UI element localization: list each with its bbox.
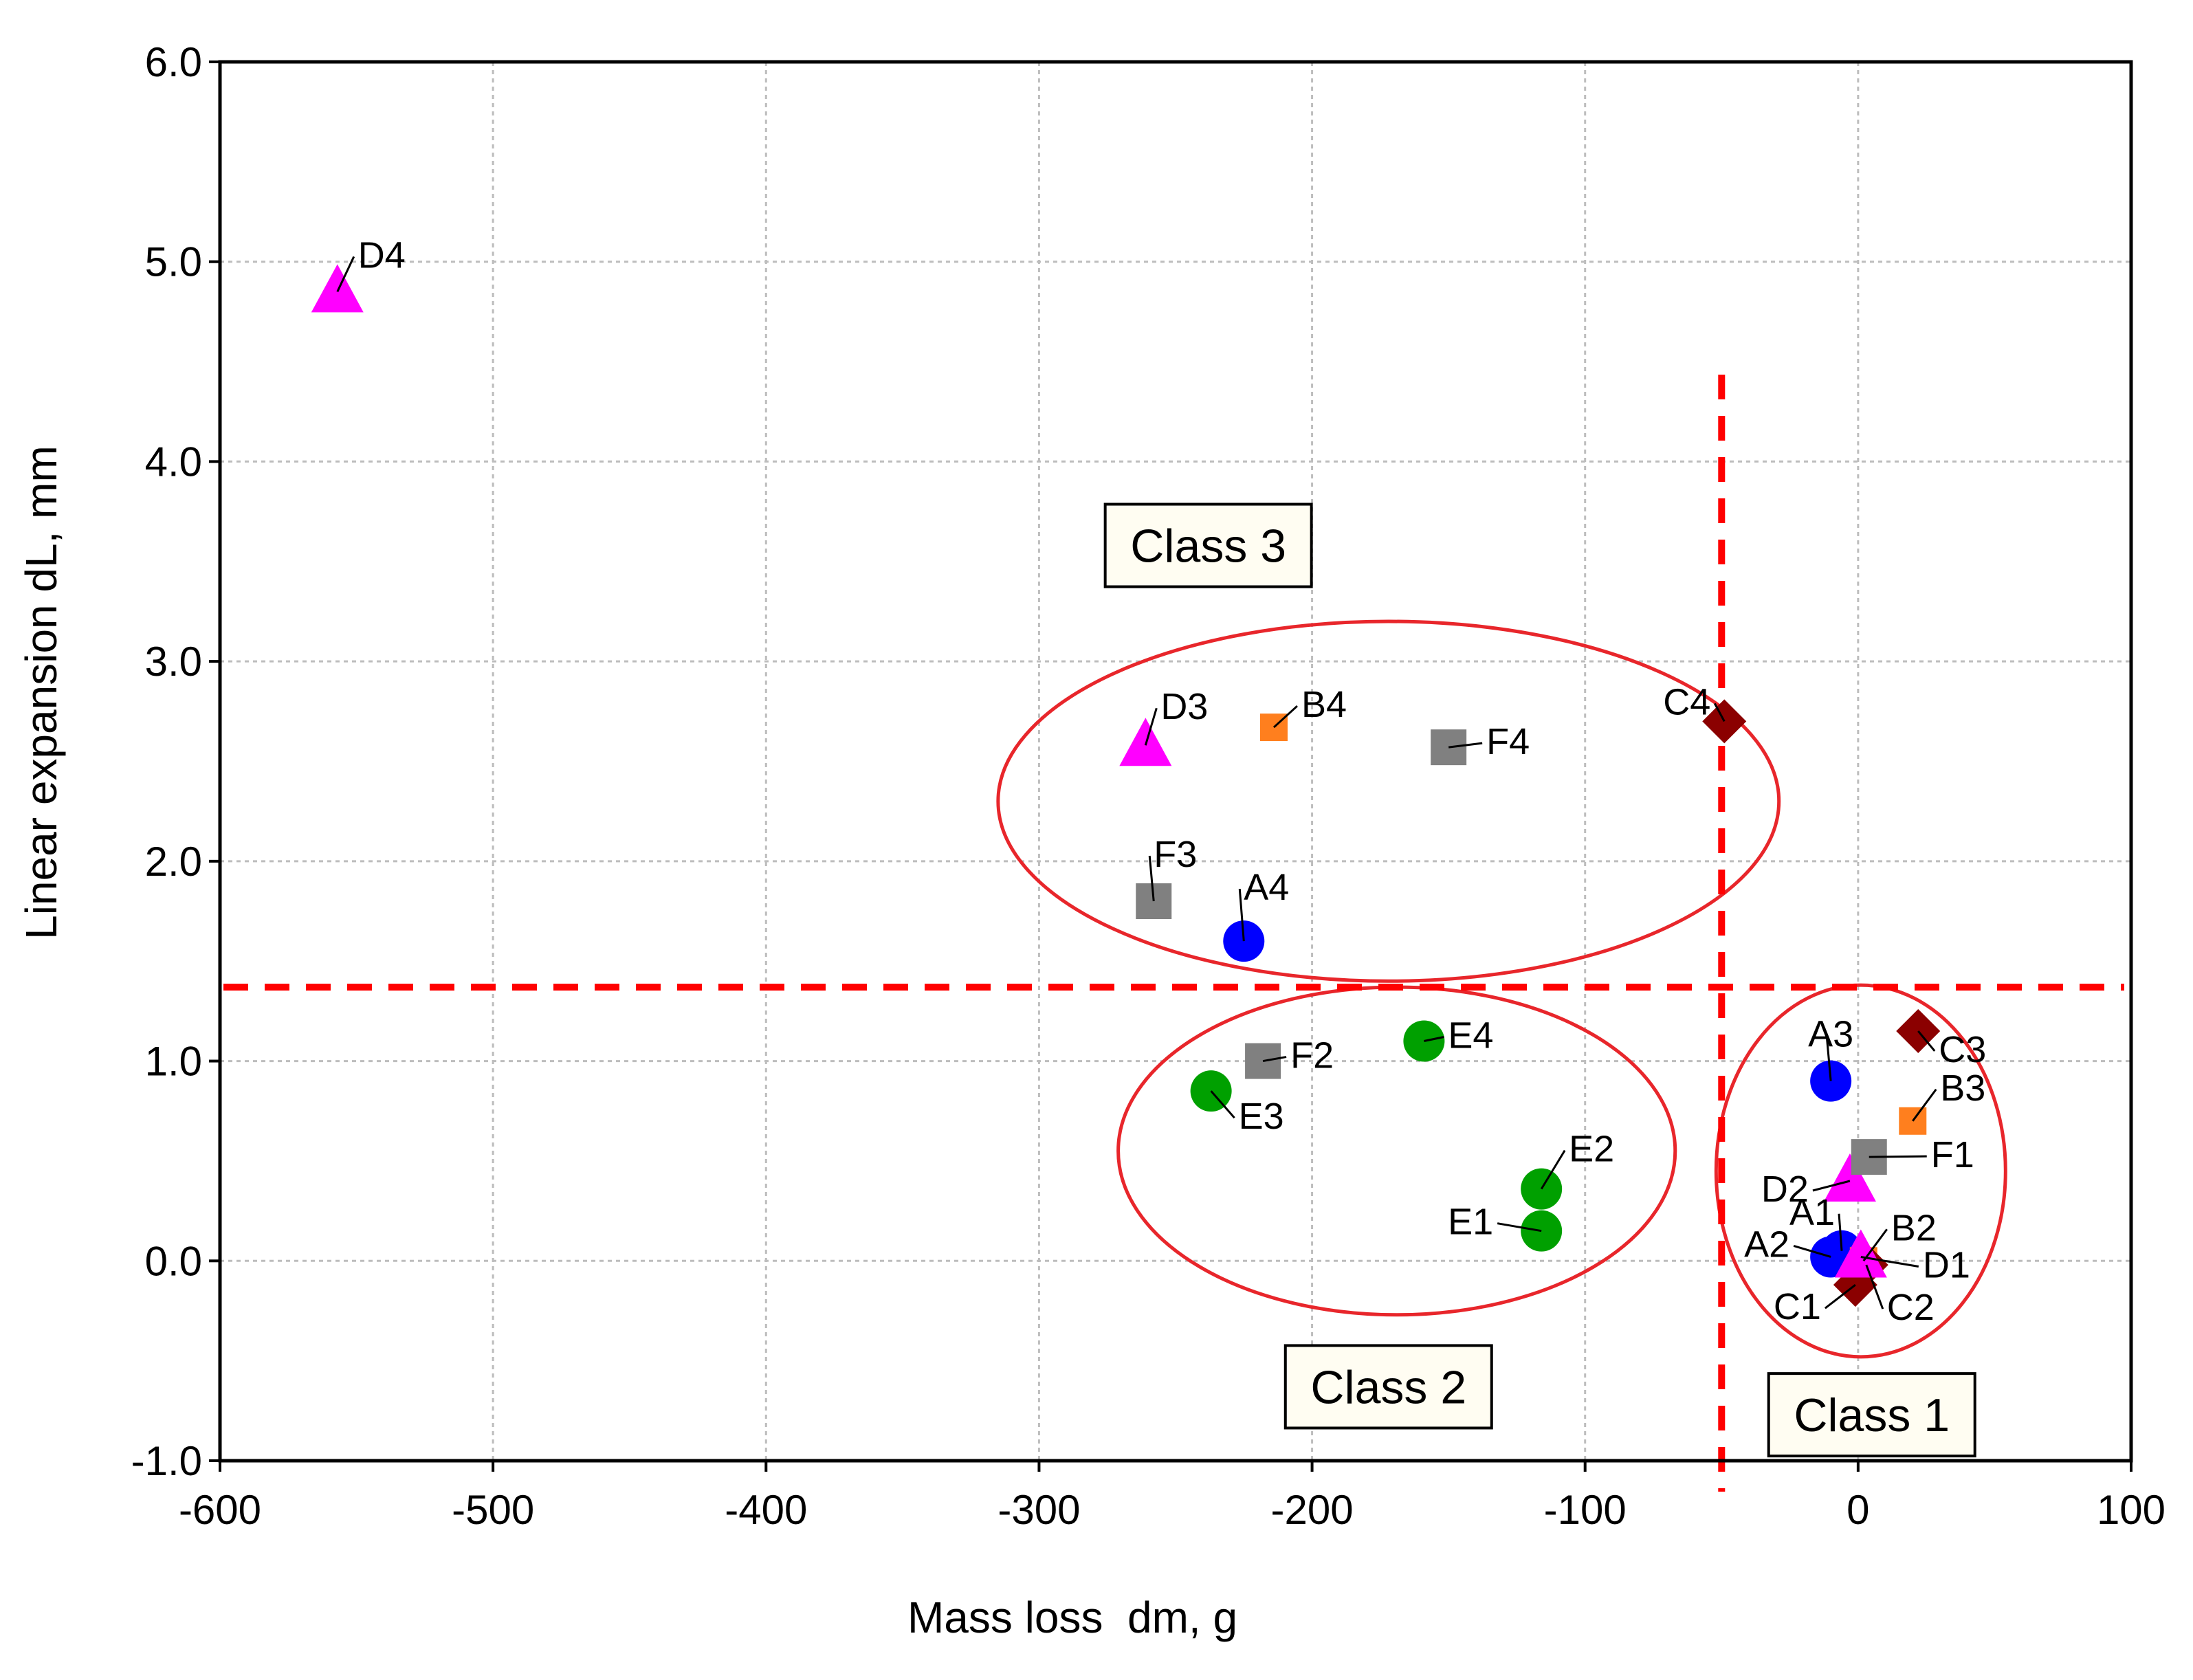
y-tick-label: 4.0 <box>145 439 202 485</box>
label-leader <box>1862 1228 1888 1262</box>
label-A1: A1 <box>1789 1192 1835 1233</box>
axis-ticks: -600 -500 -400 -300 -200 -100 0 100 -1.0 0.0 1.0 2.… <box>131 39 2166 1533</box>
label-F4: F4 <box>1486 721 1530 762</box>
grid <box>220 62 2131 1461</box>
label-leader <box>1238 889 1245 942</box>
label-D2: D2 <box>1761 1169 1809 1210</box>
label-F1: F1 <box>1931 1134 1974 1175</box>
x-tick-label: -300 <box>998 1487 1080 1533</box>
plot-frame <box>218 60 2133 1463</box>
reference-lines <box>223 375 2124 1492</box>
label-D1: D1 <box>1923 1244 1970 1285</box>
label-leader <box>336 256 355 292</box>
label-leader <box>1148 855 1155 902</box>
label-F2: F2 <box>1290 1035 1334 1076</box>
label-C4: C4 <box>1663 681 1710 722</box>
label-leader <box>1860 1255 1919 1268</box>
label-leader <box>1144 707 1158 746</box>
x-tick-label: -100 <box>1544 1487 1627 1533</box>
class-label: Class 2 <box>1310 1361 1466 1413</box>
class-annotations: Class 3 Class 2 Class 1 <box>1103 502 1976 1458</box>
y-tick-label: 1.0 <box>145 1039 202 1085</box>
x-tick-label: 100 <box>2097 1487 2166 1533</box>
y-tick-label: -1.0 <box>131 1438 202 1484</box>
label-leader <box>1497 1222 1542 1233</box>
label-leader <box>1824 1283 1856 1309</box>
class-ellipse <box>1714 983 2007 1359</box>
label-leader <box>1793 1245 1831 1258</box>
x-tick-label: -500 <box>452 1487 534 1533</box>
y-tick-label: 6.0 <box>145 39 202 85</box>
x-tick-label: -400 <box>725 1487 807 1533</box>
label-C3: C3 <box>1939 1029 1986 1070</box>
label-F3: F3 <box>1154 834 1197 875</box>
label-E3: E3 <box>1239 1096 1284 1137</box>
label-B4: B4 <box>1301 684 1347 725</box>
label-A4: A4 <box>1244 867 1289 908</box>
y-tick-label: 3.0 <box>145 639 202 685</box>
label-leader <box>1272 705 1298 729</box>
label-leader <box>1865 1264 1884 1309</box>
label-leader <box>1448 742 1483 749</box>
class-label: Class 3 <box>1130 520 1286 573</box>
label-leader <box>1262 1056 1287 1063</box>
label-E2: E2 <box>1569 1129 1614 1170</box>
label-E1: E1 <box>1448 1202 1493 1243</box>
label-leader <box>1825 1035 1832 1081</box>
y-tick-label: 5.0 <box>145 239 202 285</box>
x-tick-label: -600 <box>179 1487 261 1533</box>
label-leader <box>1838 1213 1843 1251</box>
label-leader <box>1812 1180 1851 1192</box>
label-leader <box>1713 703 1726 722</box>
point-D2 <box>1823 1153 1876 1202</box>
label-C2: C2 <box>1887 1287 1935 1328</box>
label-D3: D3 <box>1160 686 1208 727</box>
point-D4 <box>311 264 364 313</box>
y-axis-title: Linear expansion dL, mm <box>16 445 66 940</box>
class-label: Class 1 <box>1794 1389 1950 1441</box>
label-E4: E4 <box>1448 1015 1493 1057</box>
label-leader <box>1424 1036 1444 1042</box>
point-D1 <box>1834 1229 1887 1278</box>
label-leader <box>1912 1088 1937 1122</box>
class-box <box>1283 1344 1493 1430</box>
x-tick-label: -200 <box>1271 1487 1354 1533</box>
y-tick-label: 0.0 <box>145 1238 202 1284</box>
label-leader <box>1869 1155 1927 1158</box>
label-leader <box>1210 1090 1235 1119</box>
y-tick-label: 2.0 <box>145 839 202 885</box>
label-A2: A2 <box>1744 1224 1789 1265</box>
label-B3: B3 <box>1940 1068 1985 1109</box>
label-C1: C1 <box>1774 1286 1821 1327</box>
label-B2: B2 <box>1891 1207 1937 1248</box>
x-axis-title: Mass loss dm, g <box>907 1593 1237 1642</box>
label-leader <box>1540 1149 1566 1190</box>
label-leader <box>1917 1030 1936 1052</box>
label-D4: D4 <box>358 234 406 276</box>
class-ellipse <box>996 619 1781 983</box>
x-tick-label: 0 <box>1847 1487 1869 1533</box>
class-box <box>1767 1372 1976 1458</box>
label-A3: A3 <box>1808 1014 1853 1055</box>
class-box <box>1103 502 1313 588</box>
